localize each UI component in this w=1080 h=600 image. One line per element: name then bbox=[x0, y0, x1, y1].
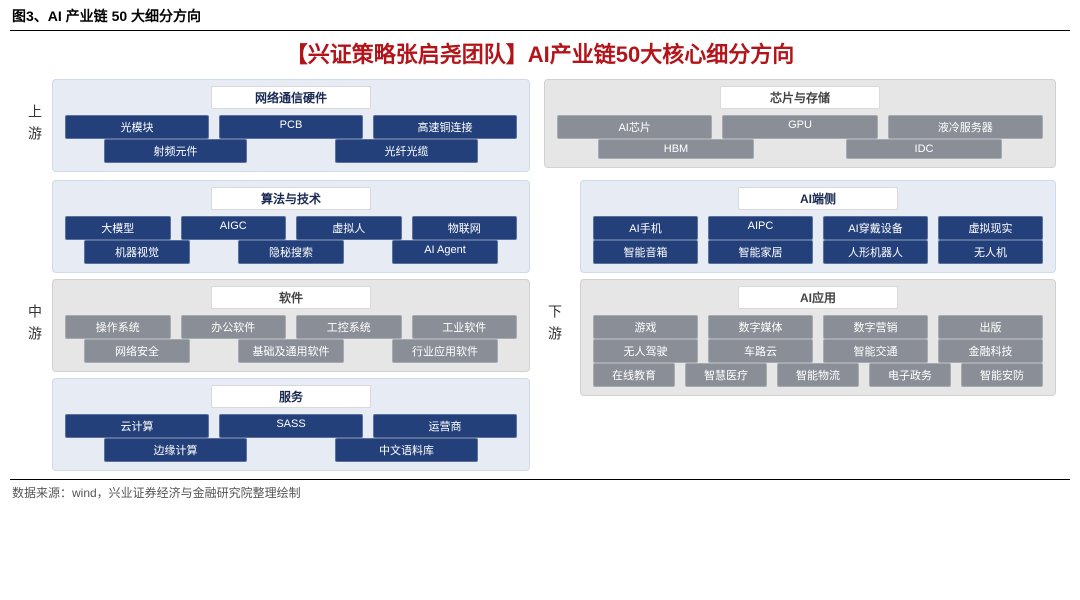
segment-chip: 高速铜连接 bbox=[373, 115, 517, 139]
segment-chip: 电子政务 bbox=[869, 363, 951, 387]
footer-source: 数据来源：wind，兴业证券经济与金融研究院整理绘制 bbox=[0, 480, 1080, 505]
segment-chip: AI芯片 bbox=[557, 115, 712, 139]
stream-label: 上游 bbox=[24, 79, 46, 172]
segment-chip: SASS bbox=[219, 414, 363, 438]
segment-chip: 大模型 bbox=[65, 216, 171, 240]
segment-chip: 液冷服务器 bbox=[888, 115, 1043, 139]
chip-row: 游戏数字媒体数字营销出版 bbox=[591, 315, 1045, 339]
group-header: 服务 bbox=[211, 385, 371, 408]
segment-chip: 射频元件 bbox=[104, 139, 248, 163]
group-header: 算法与技术 bbox=[211, 187, 371, 210]
chip-row: 射频元件 光纤光缆 bbox=[63, 139, 519, 163]
segment-chip: 工控系统 bbox=[296, 315, 402, 339]
segment-chip: 工业软件 bbox=[412, 315, 518, 339]
segment-chip: 无人机 bbox=[938, 240, 1043, 264]
segment-chip: 操作系统 bbox=[65, 315, 171, 339]
group-header: 软件 bbox=[211, 286, 371, 309]
segment-chip: AI穿戴设备 bbox=[823, 216, 928, 240]
segment-chip: 运营商 bbox=[373, 414, 517, 438]
chip-row: 边缘计算 中文语料库 bbox=[63, 438, 519, 462]
figure-caption: 图3、AI 产业链 50 大细分方向 bbox=[0, 0, 1080, 30]
segment-chip: AI Agent bbox=[392, 240, 498, 264]
segment-chip: 数字媒体 bbox=[708, 315, 813, 339]
group-header: AI应用 bbox=[738, 286, 898, 309]
segment-chip: 数字营销 bbox=[823, 315, 928, 339]
chip-row: 机器视觉 隐秘搜索 AI Agent bbox=[63, 240, 519, 264]
segment-chip: 人形机器人 bbox=[823, 240, 928, 264]
category-group: 芯片与存储 AI芯片 GPU 液冷服务器 HBM IDC bbox=[544, 79, 1056, 168]
segment-chip: 机器视觉 bbox=[84, 240, 190, 264]
segment-chip: AIGC bbox=[181, 216, 287, 240]
stream-mid-down: 中游 算法与技术大模型 AIGC 虚拟人物联网机器视觉 隐秘搜索 AI Agent 软件操作… bbox=[24, 180, 1056, 471]
chip-row: 智能音箱智能家居人形机器人无人机 bbox=[591, 240, 1045, 264]
segment-chip: 办公软件 bbox=[181, 315, 287, 339]
diagram-content: 上游 网络通信硬件光模块 PCB 高速铜连接射频元件 光纤光缆 芯片与存储 AI芯片 GPU 液… bbox=[0, 79, 1080, 471]
segment-chip: 光模块 bbox=[65, 115, 209, 139]
chip-row: 在线教育智慧医疗智能物流电子政务智能安防 bbox=[591, 363, 1045, 387]
main-title: 【兴证策略张启尧团队】AI产业链50大核心细分方向 bbox=[0, 37, 1080, 69]
segment-chip: 虚拟现实 bbox=[938, 216, 1043, 240]
segment-chip: 智能家居 bbox=[708, 240, 813, 264]
segment-chip: 行业应用软件 bbox=[392, 339, 498, 363]
chip-row: 网络安全 基础及通用软件 行业应用软件 bbox=[63, 339, 519, 363]
segment-chip: IDC bbox=[846, 139, 1001, 159]
segment-chip: 金融科技 bbox=[938, 339, 1043, 363]
category-group: AI应用游戏数字媒体数字营销出版无人驾驶车路云智能交通金融科技在线教育智慧医疗智… bbox=[580, 279, 1056, 396]
segment-chip: 光纤光缆 bbox=[335, 139, 479, 163]
category-group: 软件操作系统办公软件工控系统工业软件网络安全基础及通用软件行业应用软件 bbox=[52, 279, 530, 372]
chip-row: AI手机 AIPC AI穿戴设备虚拟现实 bbox=[591, 216, 1045, 240]
segment-chip: 边缘计算 bbox=[104, 438, 248, 462]
group-header: 芯片与存储 bbox=[720, 86, 880, 109]
segment-chip: 智能安防 bbox=[961, 363, 1043, 387]
segment-chip: 无人驾驶 bbox=[593, 339, 698, 363]
chip-row: 无人驾驶车路云智能交通金融科技 bbox=[591, 339, 1045, 363]
chip-row: HBM IDC bbox=[555, 139, 1045, 159]
stream-label: 中游 bbox=[24, 180, 46, 471]
segment-chip: 基础及通用软件 bbox=[238, 339, 344, 363]
segment-chip: 智能交通 bbox=[823, 339, 928, 363]
segment-chip: 中文语料库 bbox=[335, 438, 479, 462]
segment-chip: 出版 bbox=[938, 315, 1043, 339]
segment-chip: 虚拟人 bbox=[296, 216, 402, 240]
category-group: 网络通信硬件光模块 PCB 高速铜连接射频元件 光纤光缆 bbox=[52, 79, 530, 172]
chip-row: 大模型 AIGC 虚拟人物联网 bbox=[63, 216, 519, 240]
chip-row: AI芯片 GPU 液冷服务器 bbox=[555, 115, 1045, 139]
segment-chip: AI手机 bbox=[593, 216, 698, 240]
segment-chip: GPU bbox=[722, 115, 877, 139]
segment-chip: 游戏 bbox=[593, 315, 698, 339]
category-group: 算法与技术大模型 AIGC 虚拟人物联网机器视觉 隐秘搜索 AI Agent bbox=[52, 180, 530, 273]
segment-chip: PCB bbox=[219, 115, 363, 139]
segment-chip: 智能音箱 bbox=[593, 240, 698, 264]
chip-row: 操作系统办公软件工控系统工业软件 bbox=[63, 315, 519, 339]
chip-row: 云计算 SASS 运营商 bbox=[63, 414, 519, 438]
segment-chip: 网络安全 bbox=[84, 339, 190, 363]
segment-chip: 在线教育 bbox=[593, 363, 675, 387]
category-group: 服务云计算 SASS 运营商边缘计算 中文语料库 bbox=[52, 378, 530, 471]
segment-chip: HBM bbox=[598, 139, 753, 159]
stream-upstream: 上游 网络通信硬件光模块 PCB 高速铜连接射频元件 光纤光缆 芯片与存储 AI芯片 GPU 液… bbox=[24, 79, 1056, 172]
category-group: AI端侧AI手机AIPCAI穿戴设备虚拟现实智能音箱智能家居人形机器人无人机 bbox=[580, 180, 1056, 273]
stream-label: 下游 bbox=[544, 180, 566, 471]
segment-chip: 车路云 bbox=[708, 339, 813, 363]
segment-chip: AIPC bbox=[708, 216, 813, 240]
segment-chip: 隐秘搜索 bbox=[238, 240, 344, 264]
segment-chip: 物联网 bbox=[412, 216, 518, 240]
segment-chip: 云计算 bbox=[65, 414, 209, 438]
group-header: AI端侧 bbox=[738, 187, 898, 210]
chip-row: 光模块 PCB 高速铜连接 bbox=[63, 115, 519, 139]
caption-rule bbox=[10, 30, 1070, 31]
segment-chip: 智能物流 bbox=[777, 363, 859, 387]
segment-chip: 智慧医疗 bbox=[685, 363, 767, 387]
group-header: 网络通信硬件 bbox=[211, 86, 371, 109]
